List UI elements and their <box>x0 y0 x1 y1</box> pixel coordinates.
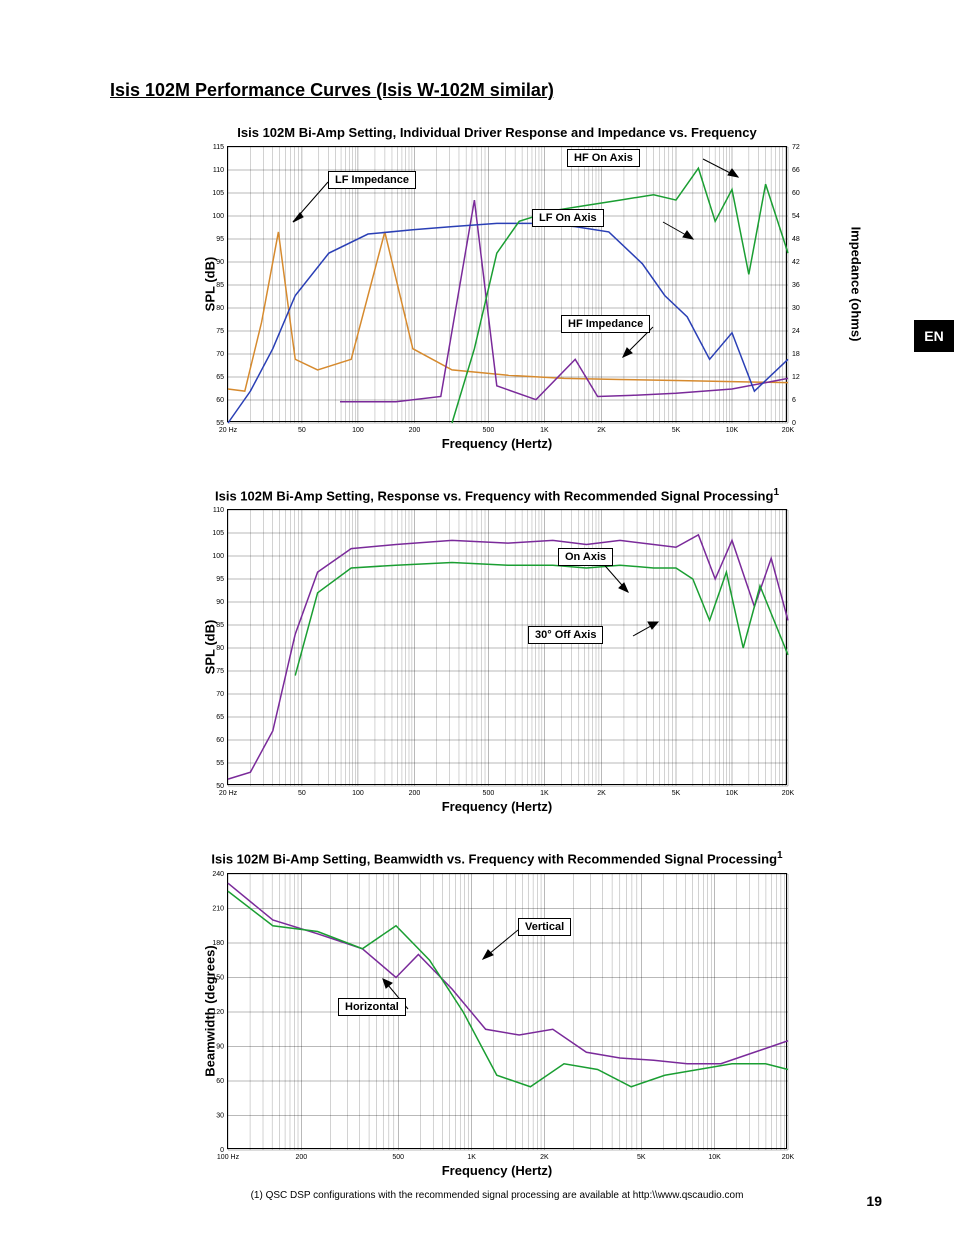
svg-text:5K: 5K <box>672 790 681 797</box>
svg-text:200: 200 <box>409 790 421 797</box>
svg-text:1K: 1K <box>467 1154 476 1161</box>
svg-text:60: 60 <box>216 397 224 404</box>
chart-1-svg: 5506066512701875248030853690429548100541… <box>228 147 788 423</box>
svg-text:42: 42 <box>792 259 800 266</box>
svg-text:200: 200 <box>296 1154 308 1161</box>
chart-1-y2label: Impedance (ohms) <box>849 227 864 342</box>
chart-1-xlabel: Frequency (Hertz) <box>187 436 807 451</box>
svg-text:66: 66 <box>792 167 800 174</box>
svg-text:60: 60 <box>216 1078 224 1085</box>
svg-text:110: 110 <box>213 507 224 514</box>
svg-text:1K: 1K <box>540 790 549 797</box>
svg-text:2K: 2K <box>597 790 606 797</box>
svg-text:105: 105 <box>212 530 224 537</box>
chart-2-xlabel: Frequency (Hertz) <box>187 799 807 814</box>
callout-lf-on-axis: LF On Axis <box>532 209 604 227</box>
svg-text:50: 50 <box>298 790 306 797</box>
chart-1-plot: SPL (dB) Impedance (ohms) 55060665127018… <box>227 146 787 422</box>
chart-2-plot: SPL (dB) 5055606570758085909510010511020… <box>227 509 787 785</box>
chart-3: Isis 102M Bi-Amp Setting, Beamwidth vs. … <box>187 850 807 1177</box>
svg-text:10K: 10K <box>708 1154 721 1161</box>
svg-text:60: 60 <box>792 190 800 197</box>
svg-text:20K: 20K <box>782 427 795 434</box>
svg-text:12: 12 <box>792 374 800 381</box>
svg-text:100: 100 <box>352 427 364 434</box>
chart-2-ylabel: SPL (dB) <box>203 620 218 675</box>
callout-lf-impedance: LF Impedance <box>328 171 416 189</box>
page-number: 19 <box>866 1193 882 1209</box>
svg-text:100: 100 <box>212 553 224 560</box>
svg-text:5K: 5K <box>637 1154 646 1161</box>
svg-text:10K: 10K <box>726 427 739 434</box>
svg-text:54: 54 <box>792 213 800 220</box>
svg-text:20 Hz: 20 Hz <box>219 427 238 434</box>
svg-text:500: 500 <box>483 790 495 797</box>
svg-text:500: 500 <box>483 427 495 434</box>
chart-3-title: Isis 102M Bi-Amp Setting, Beamwidth vs. … <box>187 850 807 866</box>
svg-text:70: 70 <box>216 351 224 358</box>
svg-text:20K: 20K <box>782 1154 795 1161</box>
svg-text:65: 65 <box>216 714 224 721</box>
svg-text:500: 500 <box>392 1154 404 1161</box>
chart-2-title: Isis 102M Bi-Amp Setting, Response vs. F… <box>187 487 807 503</box>
chart-1: Isis 102M Bi-Amp Setting, Individual Dri… <box>187 125 807 451</box>
svg-text:100: 100 <box>352 790 364 797</box>
svg-text:2K: 2K <box>597 427 606 434</box>
svg-text:95: 95 <box>216 576 224 583</box>
svg-text:2K: 2K <box>540 1154 549 1161</box>
svg-text:30: 30 <box>216 1112 224 1119</box>
svg-text:0: 0 <box>220 1147 224 1154</box>
svg-text:105: 105 <box>212 190 224 197</box>
svg-text:100 Hz: 100 Hz <box>217 1154 240 1161</box>
page-title: Isis 102M Performance Curves (Isis W-102… <box>110 80 884 101</box>
svg-text:20K: 20K <box>782 790 795 797</box>
svg-text:240: 240 <box>212 871 224 878</box>
svg-text:65: 65 <box>216 374 224 381</box>
callout-horizontal: Horizontal <box>338 998 406 1016</box>
svg-text:5K: 5K <box>672 427 681 434</box>
footnote: (1) QSC DSP configurations with the reco… <box>110 1190 884 1201</box>
svg-text:24: 24 <box>792 328 800 335</box>
callout-vertical: Vertical <box>518 918 571 936</box>
chart-1-ylabel: SPL (dB) <box>203 257 218 312</box>
chart-2-svg: 5055606570758085909510010511020 Hz501002… <box>228 510 788 786</box>
svg-text:100: 100 <box>212 213 224 220</box>
svg-text:50: 50 <box>298 427 306 434</box>
page-content: Isis 102M Performance Curves (Isis W-102… <box>0 0 954 1231</box>
callout-hf-on-axis: HF On Axis <box>567 149 640 167</box>
chart-1-title: Isis 102M Bi-Amp Setting, Individual Dri… <box>187 125 807 140</box>
svg-text:20 Hz: 20 Hz <box>219 790 238 797</box>
svg-text:10K: 10K <box>726 790 739 797</box>
svg-text:115: 115 <box>213 144 224 151</box>
svg-text:70: 70 <box>216 691 224 698</box>
svg-text:200: 200 <box>409 427 421 434</box>
svg-text:75: 75 <box>216 328 224 335</box>
chart-3-ylabel: Beamwidth (degrees) <box>203 945 218 1076</box>
svg-text:6: 6 <box>792 397 796 404</box>
svg-text:0: 0 <box>792 420 796 427</box>
svg-text:1K: 1K <box>540 427 549 434</box>
svg-text:90: 90 <box>216 599 224 606</box>
svg-text:30: 30 <box>792 305 800 312</box>
svg-text:55: 55 <box>216 420 224 427</box>
svg-text:36: 36 <box>792 282 800 289</box>
svg-text:60: 60 <box>216 737 224 744</box>
svg-text:95: 95 <box>216 236 224 243</box>
callout-hf-impedance: HF Impedance <box>561 315 650 333</box>
svg-text:110: 110 <box>213 167 224 174</box>
svg-text:48: 48 <box>792 236 800 243</box>
svg-text:18: 18 <box>792 351 800 358</box>
svg-text:210: 210 <box>212 905 224 912</box>
svg-text:50: 50 <box>216 783 224 790</box>
svg-text:55: 55 <box>216 760 224 767</box>
callout-on-axis: On Axis <box>558 548 613 566</box>
callout-off-axis: 30° Off Axis <box>528 626 603 644</box>
chart-3-svg: 0306090120150180210240100 Hz2005001K2K5K… <box>228 874 788 1150</box>
chart-3-plot: Beamwidth (degrees) 03060901201501802102… <box>227 873 787 1149</box>
svg-text:72: 72 <box>792 144 800 151</box>
chart-3-xlabel: Frequency (Hertz) <box>187 1163 807 1178</box>
chart-2: Isis 102M Bi-Amp Setting, Response vs. F… <box>187 487 807 814</box>
